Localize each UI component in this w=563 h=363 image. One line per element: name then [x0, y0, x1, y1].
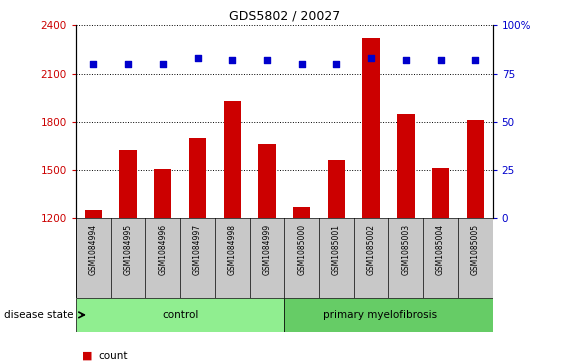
Bar [467, 120, 484, 218]
Bar [258, 144, 276, 218]
Text: GSM1084999: GSM1084999 [262, 224, 271, 275]
Point [401, 57, 410, 63]
Text: ■: ■ [82, 351, 92, 361]
Text: control: control [162, 310, 198, 320]
Text: GSM1085001: GSM1085001 [332, 224, 341, 275]
Text: disease state: disease state [4, 310, 73, 320]
Text: GSM1084995: GSM1084995 [124, 224, 132, 275]
Text: primary myelofibrosis: primary myelofibrosis [323, 310, 437, 320]
Point [124, 61, 133, 67]
Point [367, 55, 376, 61]
Point [471, 57, 480, 63]
Text: GSM1085003: GSM1085003 [401, 224, 410, 275]
Text: GSM1085002: GSM1085002 [367, 224, 376, 275]
Bar [84, 210, 102, 218]
Point [332, 61, 341, 67]
Text: GSM1084998: GSM1084998 [228, 224, 236, 275]
Bar [432, 168, 449, 218]
Text: GSM1084997: GSM1084997 [193, 224, 202, 275]
Text: GSM1084996: GSM1084996 [158, 224, 167, 275]
Bar [397, 114, 414, 218]
Point [193, 55, 202, 61]
Point [436, 57, 445, 63]
Bar [76, 298, 284, 332]
Text: GSM1085000: GSM1085000 [297, 224, 306, 275]
Point [89, 61, 98, 67]
Bar [224, 101, 241, 218]
Bar [284, 298, 493, 332]
Text: count: count [99, 351, 128, 361]
Title: GDS5802 / 20027: GDS5802 / 20027 [229, 10, 340, 23]
Point [262, 57, 271, 63]
Bar [363, 38, 380, 218]
Point [227, 57, 237, 63]
Text: GSM1084994: GSM1084994 [89, 224, 98, 275]
Bar [328, 160, 345, 218]
Text: GSM1085005: GSM1085005 [471, 224, 480, 275]
Text: GSM1085004: GSM1085004 [436, 224, 445, 275]
Bar [119, 150, 137, 218]
Bar [293, 207, 310, 218]
Point [158, 61, 167, 67]
Point [297, 61, 306, 67]
Bar [189, 138, 206, 218]
Bar [154, 169, 172, 218]
